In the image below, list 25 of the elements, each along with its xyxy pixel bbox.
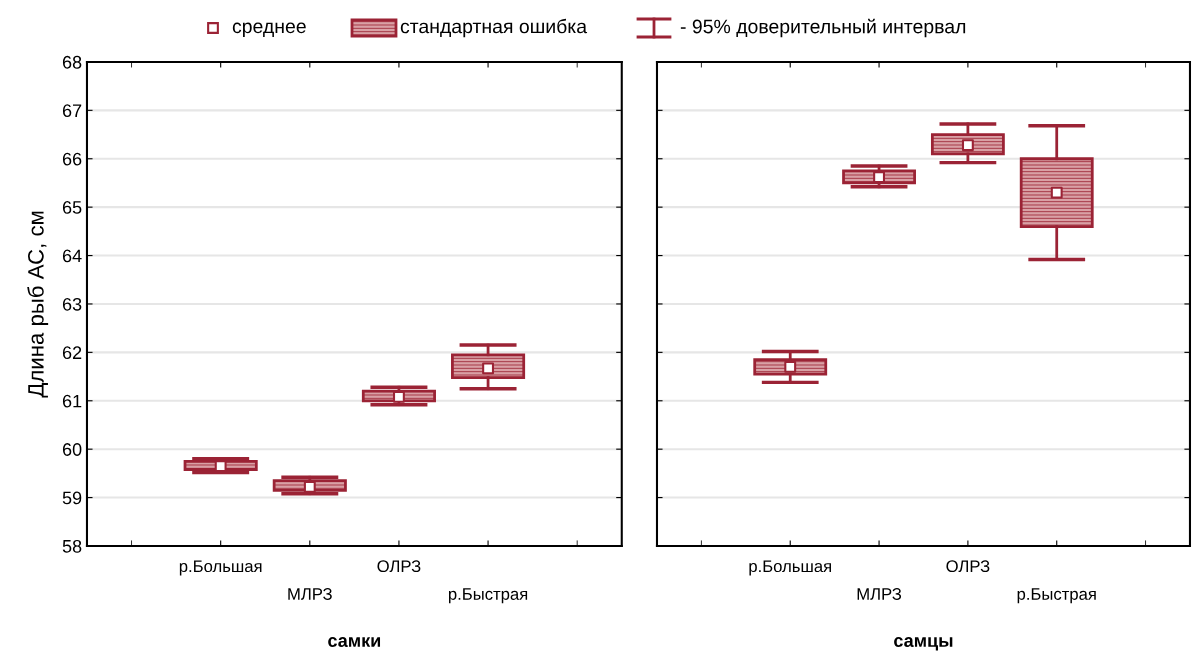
y-tick-label: 61	[62, 394, 82, 408]
y-tick-label: 64	[62, 249, 82, 263]
x-tick-label: р.Быстрая	[448, 588, 528, 604]
x-tick-label: ОЛРЗ	[946, 560, 990, 573]
y-tick-label: 59	[62, 491, 82, 505]
x-tick-label: р.Большая	[749, 560, 831, 576]
x-tick-label: МЛРЗ	[288, 588, 332, 600]
y-tick-label: 68	[62, 55, 82, 69]
y-tick-label: 63	[62, 297, 82, 311]
y-tick-label: 60	[62, 443, 82, 456]
x-tick-label: р.Быстрая	[1017, 588, 1096, 604]
y-tick-label: 67	[62, 104, 82, 118]
x-tick-label: р.Большая	[179, 560, 262, 576]
y-axis-title: Длина рыб АС, см	[27, 211, 49, 398]
text: - 95% доверительный интервал	[680, 18, 966, 38]
y-tick-label: 66	[62, 152, 82, 166]
x-tick-label: МЛРЗ	[857, 588, 902, 600]
y-tick-label: 58	[62, 539, 82, 553]
x-tick-label: ОЛРЗ	[377, 560, 421, 573]
y-tick-label: 65	[62, 201, 82, 214]
text: стандартная ошибка	[400, 18, 588, 38]
x-axis-title: самцы	[894, 637, 953, 651]
text: среднее	[232, 22, 306, 38]
y-tick-label: 62	[62, 346, 82, 360]
x-axis-title: самки	[328, 637, 381, 648]
